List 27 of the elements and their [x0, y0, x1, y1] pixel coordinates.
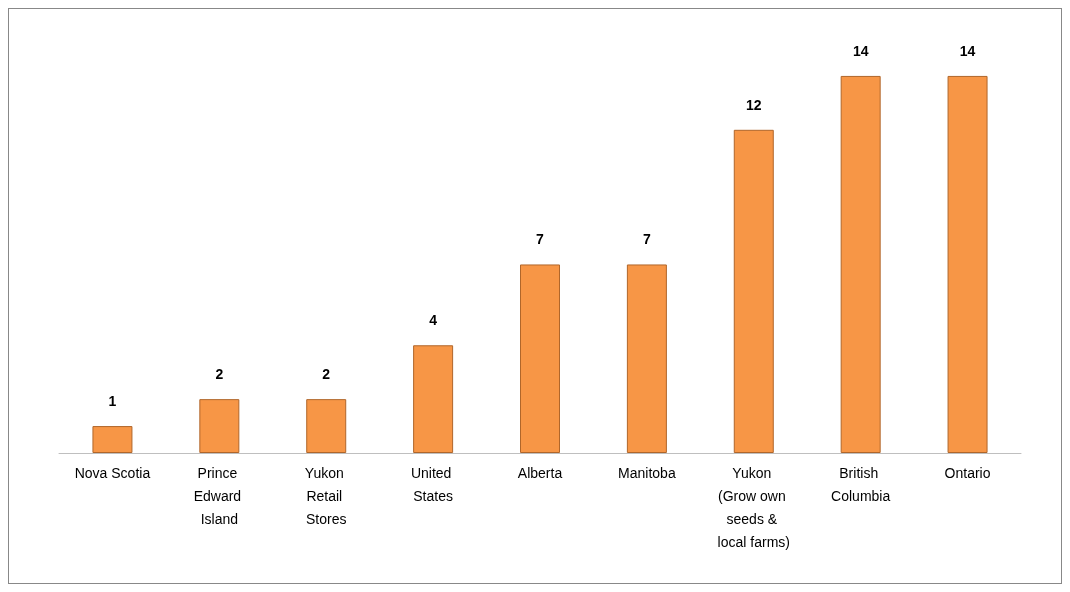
data-label: 14: [852, 42, 869, 59]
bar: [520, 264, 560, 453]
data-label: 1: [108, 393, 117, 410]
bar: [947, 75, 988, 453]
data-label: 2: [215, 366, 224, 383]
x-tick-label: Alberta: [517, 464, 563, 481]
x-tick-label: British Columbia: [831, 464, 891, 504]
x-tick-label: Ontario: [944, 464, 991, 481]
x-tick-label: Nova Scotia: [74, 464, 151, 481]
x-tick-label: Yukon Retail Stores: [304, 464, 348, 527]
bar: [840, 75, 881, 453]
data-label: 7: [536, 231, 545, 248]
x-tick-label: Prince Edward Island: [193, 464, 246, 527]
bar: [626, 264, 667, 453]
data-label: 2: [322, 366, 331, 383]
bar: [306, 399, 347, 453]
bar: [413, 345, 454, 453]
bar: [199, 399, 240, 453]
bar: [92, 426, 133, 453]
data-label: 14: [959, 42, 976, 59]
x-tick-label: Yukon (Grow own seeds & local farms): [717, 464, 790, 550]
x-tick-label: United States: [410, 464, 456, 504]
data-label: 4: [429, 312, 438, 329]
data-label: 12: [745, 96, 762, 113]
bar: [733, 129, 774, 453]
data-label: 7: [642, 231, 651, 248]
x-tick-label: Manitoba: [618, 464, 676, 481]
